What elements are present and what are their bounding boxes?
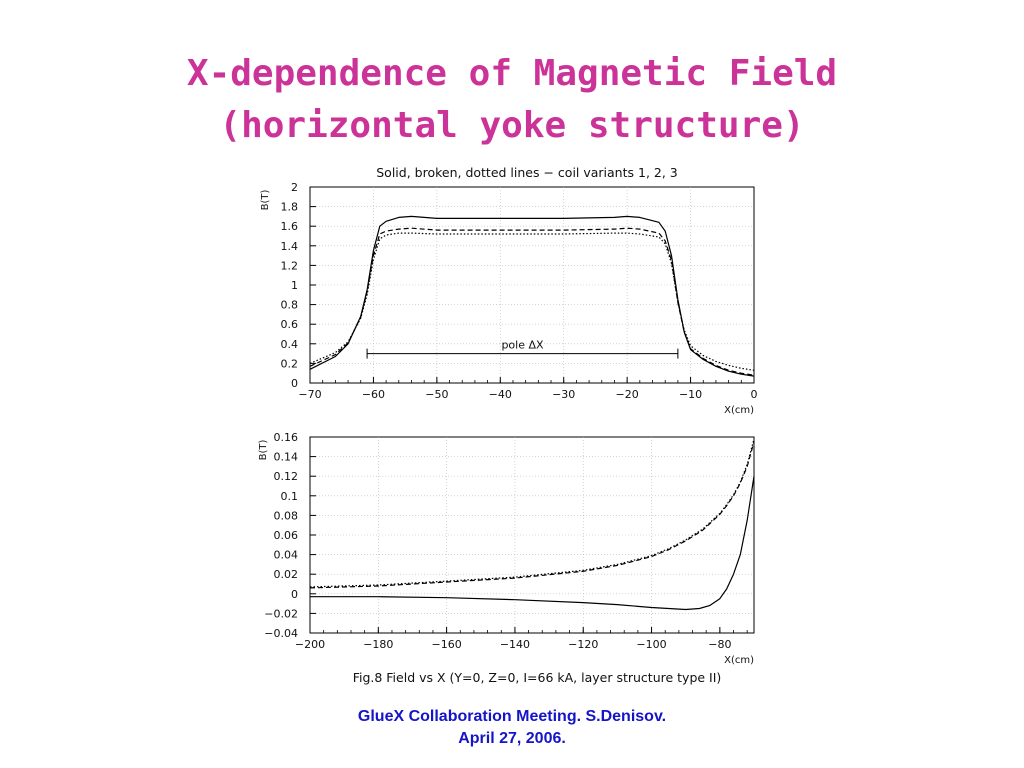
bottom-chart-y-tick-label: 0.14	[274, 451, 299, 464]
bottom-chart-ticks: −200 −180 −160 −140 −120 −100 −80 −0.04 −0.02 0 0.…	[264, 431, 748, 651]
bottom-chart-series-solid-line	[310, 476, 755, 611]
slide-title-line-2: (horizontal yoke structure)	[219, 105, 805, 146]
top-chart-x-tick-label: −10	[679, 388, 702, 401]
top-chart: Solid, broken, dotted lines − coil varia…	[260, 165, 758, 416]
bottom-chart-x-tick-label: −120	[568, 638, 598, 651]
top-chart-y-tick-label: 2	[291, 181, 298, 194]
top-chart-y-tick-label: 0.2	[281, 357, 299, 370]
bottom-chart-y-tick-label: 0.08	[274, 509, 299, 522]
top-chart-y-tick-label: 1.8	[281, 201, 299, 214]
top-chart-x-tick-label: −20	[616, 388, 639, 401]
bottom-chart-x-tick-label: −180	[363, 638, 393, 651]
bottom-chart-series	[309, 438, 755, 611]
figure-caption: Fig.8 Field vs X (Y=0, Z=0, I=66 kA, lay…	[353, 670, 722, 685]
bottom-chart-y-tick-label: −0.04	[264, 627, 298, 640]
bottom-chart-x-tick-label: −160	[432, 638, 462, 651]
bottom-chart-y-tick-label: 0.02	[274, 568, 299, 581]
bottom-chart-series-dotted-line	[309, 438, 755, 588]
top-chart-y-tick-label: 1.6	[281, 220, 299, 233]
top-chart-xlabel: X(cm)	[724, 405, 754, 416]
top-chart-series-dashed-line	[309, 227, 755, 376]
bottom-chart-series-dashed-line	[309, 441, 755, 589]
top-chart-y-tick-label: 0.8	[281, 299, 299, 312]
top-chart-y-tick-label: 1.2	[281, 259, 299, 272]
bottom-chart-y-tick-label: 0.16	[274, 431, 299, 444]
top-chart-y-tick-label: 1	[291, 279, 298, 292]
bottom-chart-grid	[310, 437, 754, 633]
bottom-chart-y-tick-label: 0.04	[274, 549, 299, 562]
bottom-chart-y-tick-label: 0.1	[281, 490, 299, 503]
top-chart-x-tick-label: −60	[362, 388, 385, 401]
footer-line-1: GlueX Collaboration Meeting. S.Denisov.	[357, 708, 667, 725]
top-chart-y-tick-label: 0.4	[281, 338, 299, 351]
top-chart-title: Solid, broken, dotted lines − coil varia…	[376, 165, 678, 180]
top-chart-x-tick-label: −70	[298, 388, 321, 401]
top-chart-grid	[310, 187, 754, 383]
top-chart-x-tick-label: −40	[489, 388, 512, 401]
top-chart-ticks: −70 −60 −50 −40 −30 −20 −10 0 0 0.2 0.4 0.6 0.8 1 1.2 1…	[281, 181, 758, 401]
top-chart-ylabel: B(T)	[260, 190, 271, 211]
bottom-chart-y-tick-label: 0.06	[274, 529, 299, 542]
top-chart-x-tick-label: 0	[751, 388, 758, 401]
top-chart-x-tick-label: −50	[425, 388, 448, 401]
bottom-chart-y-tick-label: 0	[291, 588, 298, 601]
top-chart-y-tick-label: 0.6	[281, 318, 299, 331]
pole-annotation-label: pole ΔX	[501, 339, 544, 352]
top-chart-series	[309, 215, 755, 377]
bottom-chart-x-tick-label: −80	[708, 638, 731, 651]
top-chart-series-dotted-line	[309, 232, 755, 371]
bottom-chart-ylabel: B(T)	[258, 440, 269, 461]
bottom-chart-y-tick-label: −0.02	[264, 607, 298, 620]
top-chart-y-tick-label: 1.4	[281, 240, 299, 253]
top-chart-y-tick-label: 0	[291, 377, 298, 390]
top-chart-series-solid-line	[309, 215, 755, 377]
bottom-chart-y-tick-label: 0.12	[274, 470, 299, 483]
slide-title-line-1: X-dependence of Magnetic Field	[186, 53, 838, 94]
bottom-chart-xlabel: X(cm)	[724, 655, 754, 666]
bottom-chart: −200 −180 −160 −140 −120 −100 −80 −0.04 −0.02 0 0.…	[258, 431, 755, 666]
bottom-chart-x-tick-label: −200	[295, 638, 325, 651]
bottom-chart-x-tick-label: −140	[500, 638, 530, 651]
top-chart-x-tick-label: −30	[552, 388, 575, 401]
slide-title: X-dependence of Magnetic Field (horizont…	[0, 48, 1024, 152]
pole-annotation: pole ΔX	[366, 339, 679, 359]
footer: GlueX Collaboration Meeting. S.Denisov. …	[0, 706, 1024, 750]
footer-line-2: April 27, 2006.	[458, 730, 566, 747]
bottom-chart-x-tick-label: −100	[636, 638, 666, 651]
